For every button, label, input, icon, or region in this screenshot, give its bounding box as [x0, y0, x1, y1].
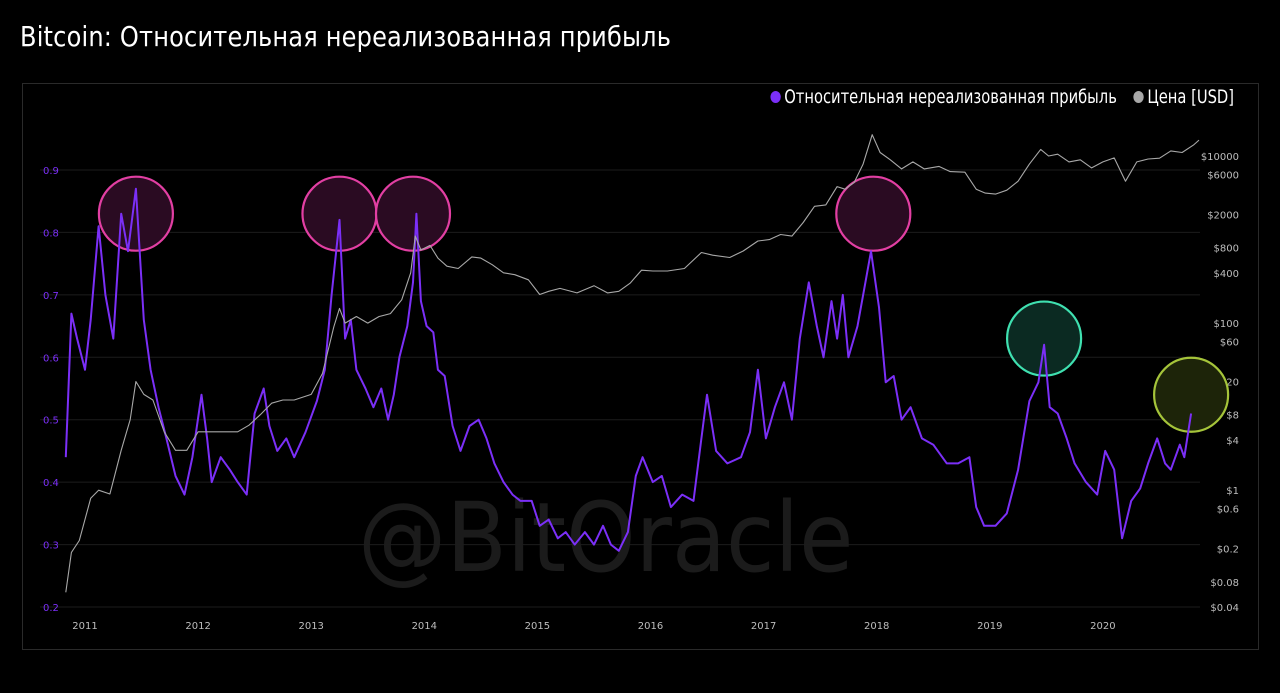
highlight-circle-4 [1005, 300, 1083, 377]
highlight-circle-3 [835, 175, 912, 252]
highlight-circle-5 [1153, 356, 1230, 433]
y-left-tick-label: 0.6 [43, 353, 59, 364]
x-tick-label: 2019 [977, 621, 1002, 632]
y-left-tick-label: 0.5 [43, 416, 59, 427]
y-right-tick-label: $0.04 [1210, 603, 1239, 614]
y-right-tick-label: $20 [1220, 378, 1239, 389]
x-tick-label: 2017 [751, 621, 776, 632]
highlight-circle-0 [97, 175, 174, 252]
x-tick-label: 2015 [525, 621, 550, 632]
y-right-tick-label: $400 [1214, 269, 1239, 280]
y-right-tick-label: $100 [1214, 319, 1239, 330]
highlight-circle-2 [374, 175, 452, 252]
y-left-tick-label: 0.9 [43, 166, 59, 177]
y-left-tick-label: 0.2 [43, 603, 59, 614]
y-right-tick-label: $8 [1226, 411, 1239, 422]
series-line-unrealized-profit [64, 187, 1193, 552]
legend-label: Относительная нереализованная прибыль [784, 86, 1117, 108]
watermark: @BitOracle [358, 482, 854, 594]
legend-item-price[interactable]: Цена [USD] [1133, 86, 1234, 108]
y-right-tick-label: $0.6 [1217, 505, 1239, 516]
x-tick-label: 2011 [72, 621, 97, 632]
legend-marker-icon [1133, 91, 1144, 103]
y-left-tick-label: 0.4 [43, 478, 59, 489]
legend-item-unrealized-profit[interactable]: Относительная нереализованная прибыль [770, 86, 1117, 108]
legend-label: Цена [USD] [1147, 86, 1234, 108]
legend-marker-icon [770, 91, 781, 103]
y-right-tick-label: $2000 [1207, 210, 1239, 221]
y-left-tick-label: 0.3 [43, 541, 59, 552]
series-line-price [65, 134, 1200, 593]
legend: Относительная нереализованная прибыль Це… [758, 86, 1234, 108]
y-right-tick-label: $4 [1226, 436, 1239, 447]
chart-title: Bitcoin: Относительная нереализованная п… [20, 20, 672, 53]
y-right-tick-label: $800 [1214, 244, 1239, 255]
x-tick-label: 2012 [185, 621, 210, 632]
y-right-tick-label: $0.08 [1210, 578, 1239, 589]
y-left-tick-label: 0.7 [43, 291, 59, 302]
y-right-tick-label: $1 [1226, 486, 1239, 497]
x-tick-label: 2016 [638, 621, 663, 632]
x-tick-label: 2020 [1090, 621, 1115, 632]
y-left-tick-label: 0.8 [43, 228, 59, 239]
y-right-tick-label: $10000 [1201, 152, 1239, 163]
x-tick-label: 2013 [298, 621, 323, 632]
x-tick-label: 2018 [864, 621, 889, 632]
x-tick-label: 2014 [412, 621, 437, 632]
y-right-tick-label: $60 [1220, 338, 1239, 349]
y-right-tick-label: $6000 [1207, 171, 1239, 182]
y-right-tick-label: $0.2 [1217, 545, 1239, 556]
